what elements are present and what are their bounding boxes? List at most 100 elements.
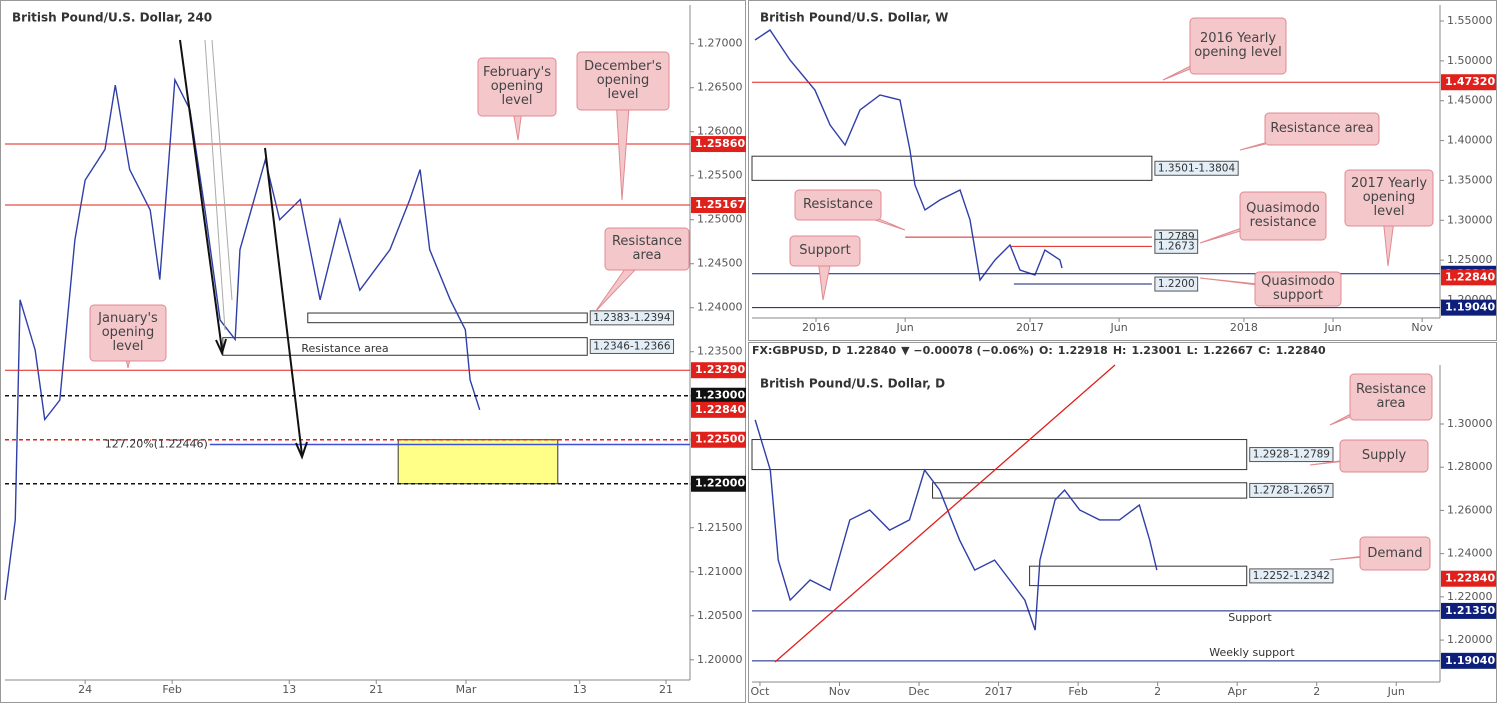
price-tag-label: 1.47320 xyxy=(1445,75,1495,88)
callout-text-box: December's opening level xyxy=(584,60,662,102)
callout-text: 2017 Yearly opening level xyxy=(1350,176,1428,219)
y-tick-label: 1.26000 xyxy=(1447,503,1493,516)
arrow-head xyxy=(295,441,308,460)
zone-label: 1.2928-1.2789 xyxy=(1253,449,1330,461)
price-tag xyxy=(691,401,746,418)
price-tag xyxy=(691,362,746,379)
y-tick-label: 1.26500 xyxy=(697,81,743,94)
callout-text-box: Demand xyxy=(1367,546,1422,560)
zone-label: 1.2346-1.2366 xyxy=(593,340,671,352)
y-tick-label: 1.20000 xyxy=(697,653,743,666)
price-tag xyxy=(691,431,746,448)
zone xyxy=(307,312,588,324)
arrow-head xyxy=(215,338,227,356)
x-tick-label: Feb xyxy=(162,683,181,696)
header-text: FX:GBPUSD, D xyxy=(752,344,841,357)
x-tick-label: Jun xyxy=(1387,685,1405,698)
y-tick-label: 1.23500 xyxy=(697,345,743,358)
y-tick-label: 1.55000 xyxy=(1447,14,1493,27)
price-tag-label: 1.22840 xyxy=(695,403,745,416)
zone-label: 1.2728-1.2657 xyxy=(1253,484,1330,496)
header-text: 1.22840 xyxy=(846,344,896,357)
y-tick-label: 1.21500 xyxy=(697,521,743,534)
header-text: C: xyxy=(1258,344,1270,357)
drawings xyxy=(179,39,1116,663)
zone-label-box xyxy=(1249,447,1334,463)
price-tag-label: 1.19040 xyxy=(1445,654,1495,667)
callout-text-box: 2016 Yearly opening level xyxy=(1194,32,1282,60)
x-tick-label: 21 xyxy=(369,683,383,696)
y-tick-label: 1.25500 xyxy=(697,169,743,182)
line-label-box xyxy=(1154,276,1199,292)
zone xyxy=(751,439,1248,471)
y-tick-label: 1.24000 xyxy=(1447,547,1493,560)
price-tag-label: 1.21350 xyxy=(1445,604,1495,617)
header-text: 1.22840 xyxy=(1276,344,1326,357)
zone xyxy=(1029,565,1248,587)
y-tick-label: 1.45000 xyxy=(1447,94,1493,107)
x-tick-label: Nov xyxy=(829,685,851,698)
line-label-box xyxy=(1154,238,1199,254)
y-tick-label: 1.40000 xyxy=(1447,134,1493,147)
callout-cover xyxy=(1256,273,1340,305)
callout-cover xyxy=(1341,441,1427,471)
y-tick-label: 1.21000 xyxy=(697,565,743,578)
y-tick-label: 1.24500 xyxy=(697,257,743,270)
zone-label: 1.3501-1.3804 xyxy=(1158,162,1236,174)
header-text: L: xyxy=(1187,344,1198,357)
callout-text-box: Quasimodo support xyxy=(1261,274,1335,303)
callout-text: Quasimodo resistance xyxy=(1246,201,1320,230)
header-text: O: xyxy=(1039,344,1053,357)
arrow xyxy=(179,39,223,351)
price-tag xyxy=(1441,269,1496,286)
price-tag-label: 1.22000 xyxy=(695,477,745,490)
zone-label-box xyxy=(1249,482,1334,498)
x-tick-label: 13 xyxy=(282,683,296,696)
zone-label-box xyxy=(589,310,675,326)
callout-cover xyxy=(1351,375,1431,419)
callout-text-box: Resistance xyxy=(803,198,873,212)
callout-text-box: Support xyxy=(799,244,850,258)
callout-cover xyxy=(1346,171,1432,225)
zone-label-box xyxy=(1154,160,1239,176)
annotation: Support xyxy=(1228,611,1272,624)
callout-text: Resistance area xyxy=(1355,382,1427,411)
callout-text: Supply xyxy=(1361,448,1407,463)
callout-text-box: Quasimodo resistance xyxy=(1246,201,1320,230)
drawing-line xyxy=(204,39,226,331)
price-tag xyxy=(691,136,746,153)
callout-text: Quasimodo support xyxy=(1261,274,1335,303)
callout-text: February's opening level xyxy=(483,65,551,108)
x-tick-label: Jun xyxy=(1323,321,1341,334)
x-tick-label: Apr xyxy=(1228,685,1248,698)
x-tick-label: 2 xyxy=(1313,685,1320,698)
x-tick-label: Dec xyxy=(908,685,929,698)
x-tick-label: 13 xyxy=(573,683,587,696)
annotation: Weekly support xyxy=(1209,646,1295,659)
price-line xyxy=(4,77,481,601)
y-tick-label: 1.27000 xyxy=(697,37,743,50)
header-text: ▼ −0.00078 (−0.06%) xyxy=(901,344,1034,357)
drawing-line xyxy=(211,39,233,301)
price-tag xyxy=(1441,74,1496,91)
arrow xyxy=(264,147,303,456)
callout-cover xyxy=(479,59,555,115)
callout-text-box: February's opening level xyxy=(483,65,551,108)
price-line xyxy=(754,29,1063,282)
callout-text-box: Resistance area xyxy=(612,235,682,263)
price-tag xyxy=(1441,602,1496,619)
callout-text-box: January's opening level xyxy=(98,312,158,354)
y-tick-label: 1.25000 xyxy=(697,213,743,226)
header-text: 1.22667 xyxy=(1203,344,1253,357)
x-tick-label: Feb xyxy=(1068,685,1087,698)
x-tick-label: 2016 xyxy=(802,321,830,334)
x-tick-label: Oct xyxy=(750,685,770,698)
zone-label-box xyxy=(589,338,675,354)
y-tick-label: 1.28000 xyxy=(1447,460,1493,473)
y-tick-label: 1.24000 xyxy=(697,301,743,314)
price-tag-label: 1.22840 xyxy=(1445,572,1495,585)
callout-cover xyxy=(91,306,165,360)
callout-text-box: Resistance area xyxy=(1355,382,1427,411)
